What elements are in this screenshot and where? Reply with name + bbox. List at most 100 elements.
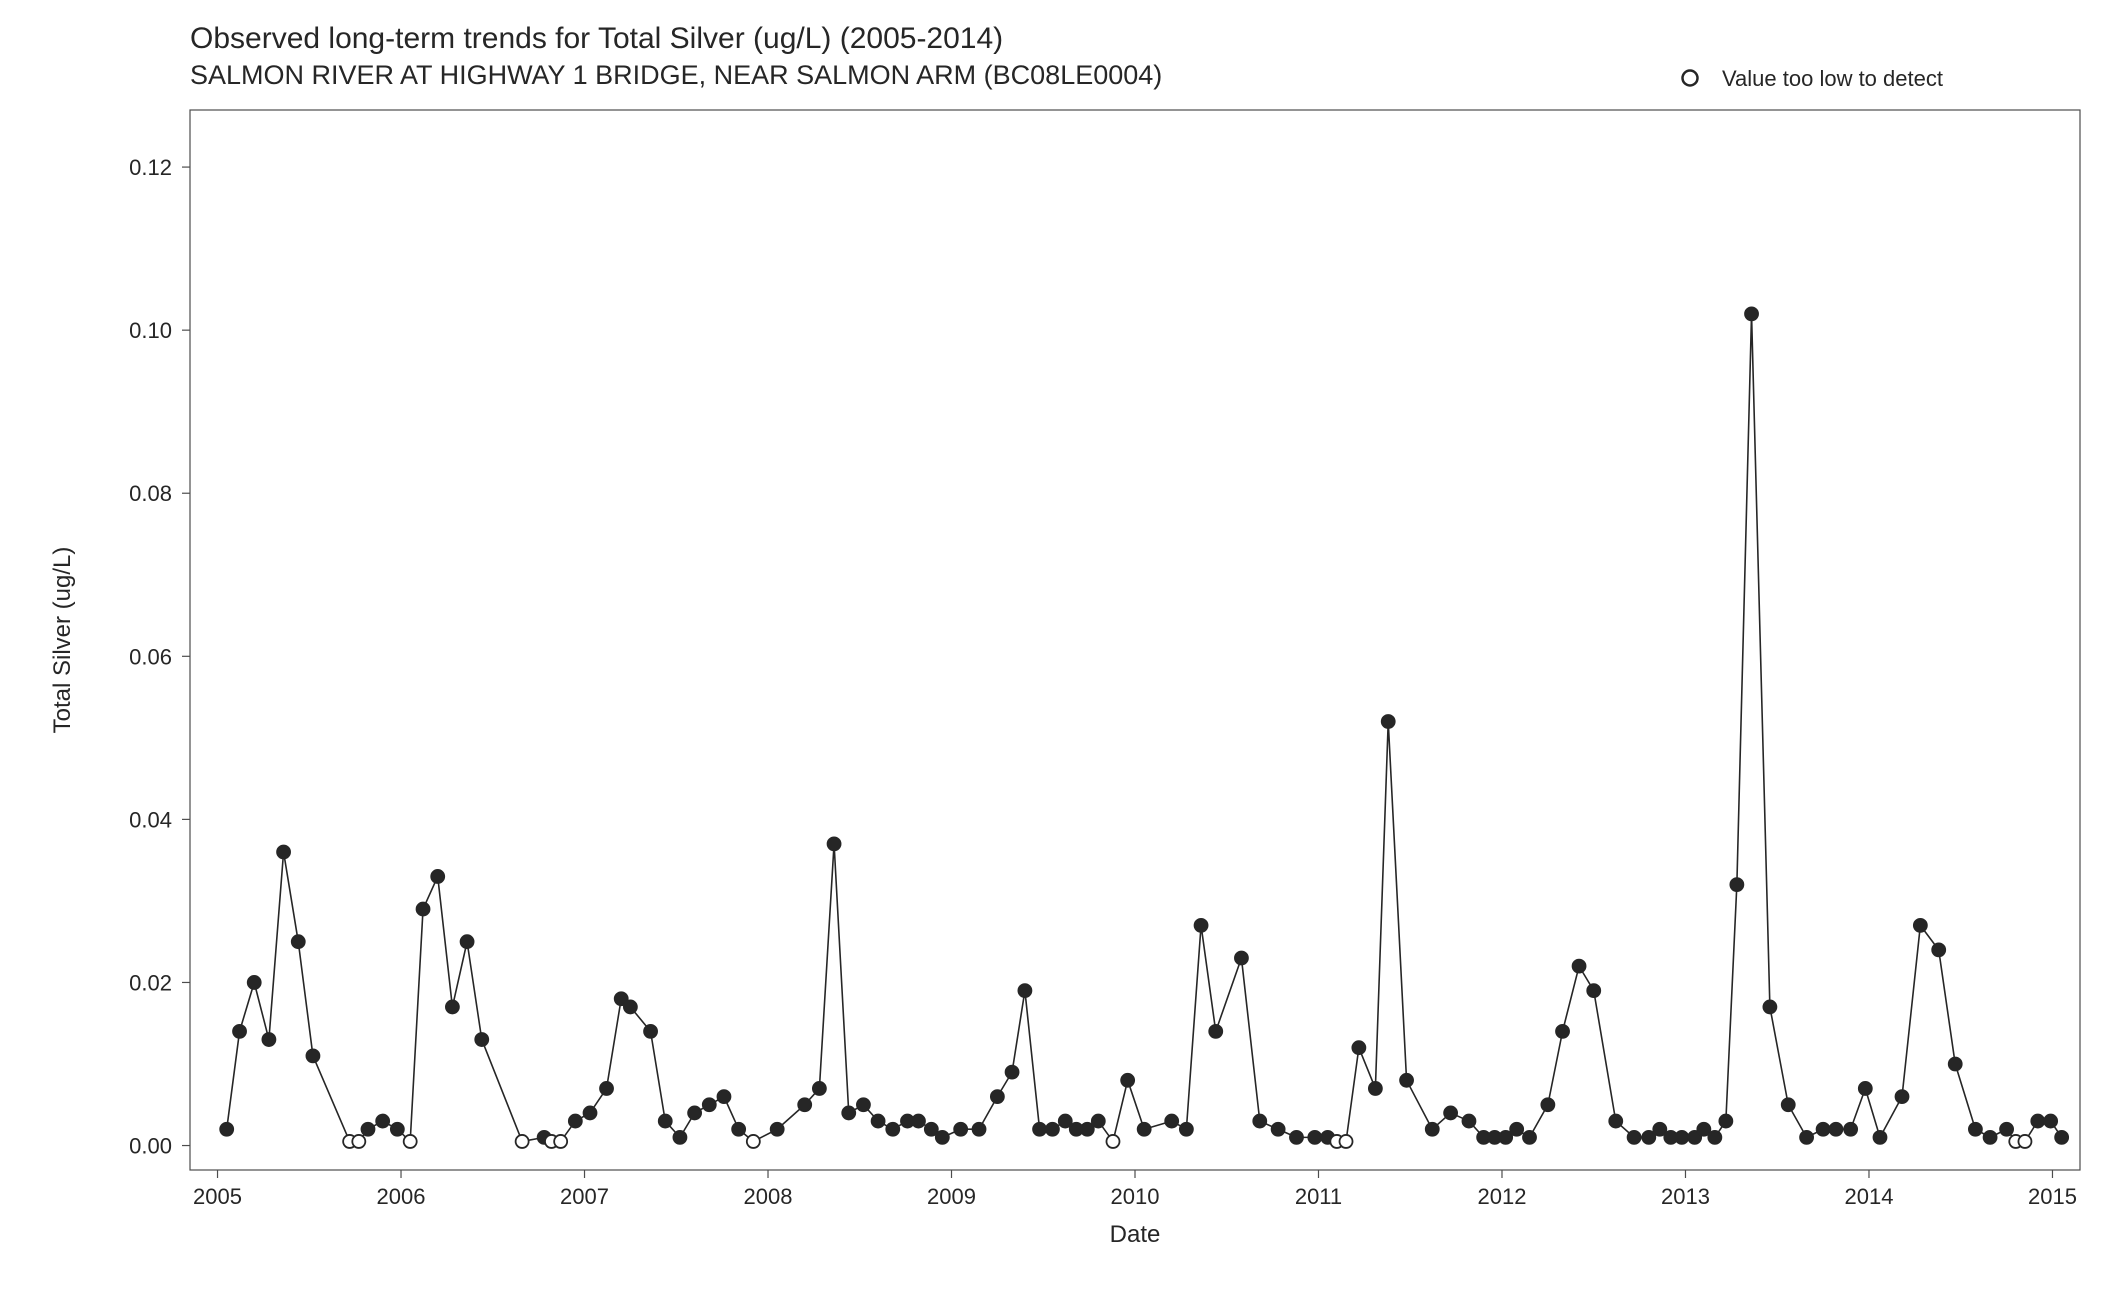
y-axis-label: Total Silver (ug/L) [49, 547, 76, 734]
marker-detected [277, 846, 290, 859]
marker-detected [584, 1106, 597, 1119]
marker-detected [1969, 1123, 1982, 1136]
y-tick-label: 0.12 [129, 155, 172, 180]
chart-title: Observed long-term trends for Total Silv… [190, 22, 1003, 55]
marker-detected [1556, 1025, 1569, 1038]
marker-detected [1829, 1123, 1842, 1136]
x-axis-label: Date [1110, 1221, 1161, 1248]
marker-detected [1092, 1115, 1105, 1128]
marker-detected [842, 1106, 855, 1119]
marker-detected [461, 935, 474, 948]
marker-detected [1523, 1131, 1536, 1144]
marker-detected [936, 1131, 949, 1144]
marker-detected [417, 903, 430, 916]
marker-detected [886, 1123, 899, 1136]
marker-detected [569, 1115, 582, 1128]
marker-detected [361, 1123, 374, 1136]
marker-detected [1932, 943, 1945, 956]
marker-detected [1914, 919, 1927, 932]
marker-detected [1708, 1131, 1721, 1144]
marker-detected [1046, 1123, 1059, 1136]
marker-detected [1253, 1115, 1266, 1128]
marker-detected [1745, 307, 1758, 320]
marker-detected [1763, 1000, 1776, 1013]
marker-detected [220, 1123, 233, 1136]
marker-detected [1369, 1082, 1382, 1095]
marker-detected [1587, 984, 1600, 997]
x-tick-label: 2008 [744, 1184, 793, 1209]
marker-detected [673, 1131, 686, 1144]
x-tick-label: 2012 [1478, 1184, 1527, 1209]
marker-detected [857, 1098, 870, 1111]
y-tick-label: 0.00 [129, 1134, 172, 1159]
marker-detected [1426, 1123, 1439, 1136]
marker-nondetect [2018, 1135, 2031, 1148]
y-tick-label: 0.04 [129, 807, 172, 832]
marker-detected [1462, 1115, 1475, 1128]
marker-detected [644, 1025, 657, 1038]
marker-nondetect [516, 1135, 529, 1148]
marker-detected [1675, 1131, 1688, 1144]
marker-detected [732, 1123, 745, 1136]
marker-detected [475, 1033, 488, 1046]
marker-detected [1018, 984, 1031, 997]
marker-detected [1817, 1123, 1830, 1136]
legend-label: Value too low to detect [1722, 66, 1943, 91]
marker-detected [1235, 952, 1248, 965]
marker-detected [1033, 1123, 1046, 1136]
x-tick-label: 2011 [1295, 1184, 1342, 1209]
marker-detected [973, 1123, 986, 1136]
x-tick-label: 2013 [1661, 1184, 1710, 1209]
marker-detected [1308, 1131, 1321, 1144]
legend-marker-icon [1683, 71, 1698, 86]
marker-detected [1272, 1123, 1285, 1136]
x-tick-label: 2006 [377, 1184, 426, 1209]
marker-nondetect [404, 1135, 417, 1148]
marker-detected [1290, 1131, 1303, 1144]
marker-detected [1896, 1090, 1909, 1103]
marker-detected [1382, 715, 1395, 728]
marker-detected [1800, 1131, 1813, 1144]
marker-nondetect [747, 1135, 760, 1148]
marker-detected [1719, 1115, 1732, 1128]
marker-detected [233, 1025, 246, 1038]
x-tick-label: 2015 [2028, 1184, 2077, 1209]
marker-detected [1984, 1131, 1997, 1144]
marker-detected [446, 1000, 459, 1013]
chart-background [0, 0, 2112, 1309]
marker-detected [771, 1123, 784, 1136]
marker-detected [2031, 1115, 2044, 1128]
marker-detected [262, 1033, 275, 1046]
marker-detected [1541, 1098, 1554, 1111]
marker-nondetect [1106, 1135, 1119, 1148]
y-tick-label: 0.06 [129, 644, 172, 669]
marker-detected [1352, 1041, 1365, 1054]
marker-detected [1873, 1131, 1886, 1144]
marker-detected [1209, 1025, 1222, 1038]
chart-subtitle: SALMON RIVER AT HIGHWAY 1 BRIDGE, NEAR S… [190, 60, 1162, 90]
marker-detected [1006, 1066, 1019, 1079]
timeseries-chart: Observed long-term trends for Total Silv… [0, 0, 2112, 1309]
marker-detected [376, 1115, 389, 1128]
marker-detected [248, 976, 261, 989]
marker-detected [2055, 1131, 2068, 1144]
marker-detected [2044, 1115, 2057, 1128]
marker-detected [798, 1098, 811, 1111]
marker-detected [431, 870, 444, 883]
x-tick-label: 2010 [1111, 1184, 1160, 1209]
marker-detected [1165, 1115, 1178, 1128]
marker-nondetect [554, 1135, 567, 1148]
y-tick-label: 0.08 [129, 481, 172, 506]
marker-detected [1195, 919, 1208, 932]
marker-detected [1949, 1058, 1962, 1071]
marker-detected [2000, 1123, 2013, 1136]
marker-detected [813, 1082, 826, 1095]
marker-detected [1180, 1123, 1193, 1136]
marker-nondetect [352, 1135, 365, 1148]
marker-detected [828, 837, 841, 850]
marker-detected [1444, 1106, 1457, 1119]
marker-detected [1730, 878, 1743, 891]
marker-detected [624, 1000, 637, 1013]
marker-detected [991, 1090, 1004, 1103]
marker-detected [391, 1123, 404, 1136]
